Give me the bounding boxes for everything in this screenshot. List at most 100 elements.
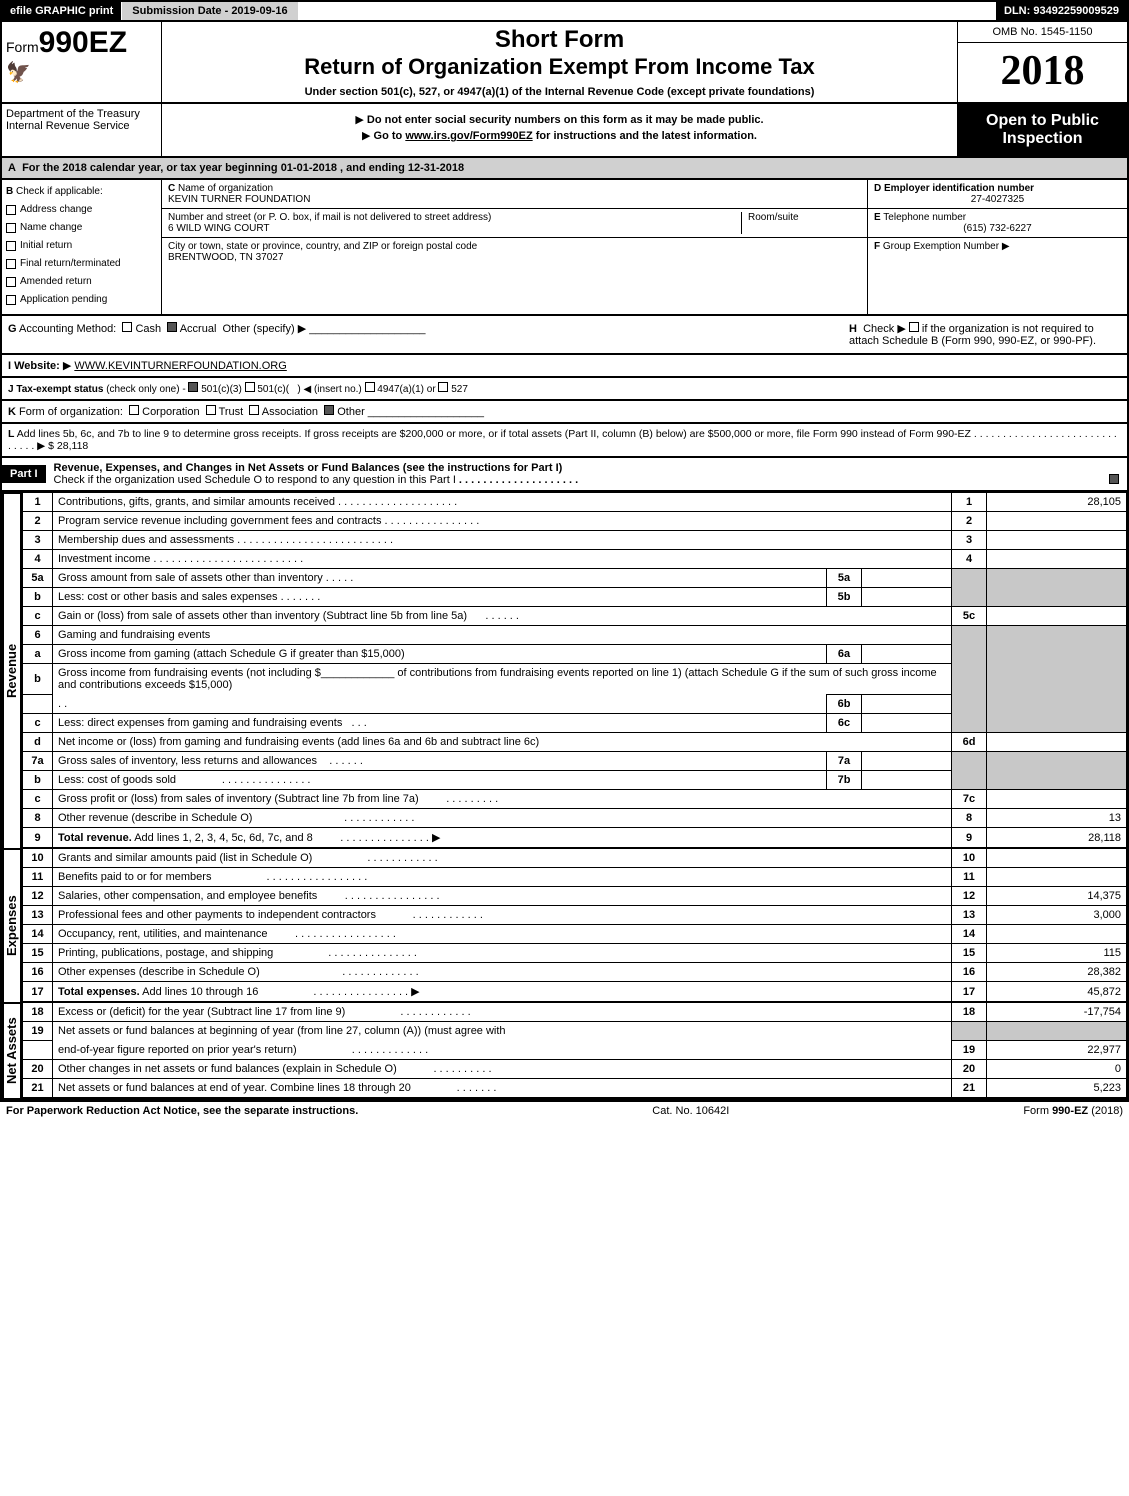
line-amount: 3,000 xyxy=(987,906,1127,925)
cb-label: Name change xyxy=(20,220,82,236)
open-public-badge: Open to Public Inspection xyxy=(957,104,1127,156)
line-10: 10Grants and similar amounts paid (list … xyxy=(23,849,1127,868)
line-18: 18Excess or (deficit) for the year (Subt… xyxy=(23,1003,1127,1022)
line-box: 7c xyxy=(952,790,987,809)
inner-box: 5b xyxy=(827,588,862,607)
line-16: 16Other expenses (describe in Schedule O… xyxy=(23,963,1127,982)
line-box: 3 xyxy=(952,531,987,550)
revenue-section: Revenue 1 Contributions, gifts, grants, a… xyxy=(0,492,1129,848)
line-desc: Professional fees and other payments to … xyxy=(58,909,376,921)
line-desc: Salaries, other compensation, and employ… xyxy=(58,890,317,902)
final-return-checkbox[interactable] xyxy=(6,259,16,269)
line-19b: end-of-year figure reported on prior yea… xyxy=(23,1041,1127,1060)
line-amount: 5,223 xyxy=(987,1079,1127,1098)
header-center: Short Form Return of Organization Exempt… xyxy=(162,22,957,102)
line-amount: 22,977 xyxy=(987,1041,1127,1060)
line-num: 12 xyxy=(23,887,53,906)
form-header: Form990EZ 🦅 Short Form Return of Organiz… xyxy=(0,22,1129,104)
schedule-o-checkbox[interactable] xyxy=(1109,474,1119,484)
submission-date: Submission Date - 2019-09-16 xyxy=(122,2,297,20)
top-bar: efile GRAPHIC print Submission Date - 20… xyxy=(0,0,1129,22)
cash-label: Cash xyxy=(135,323,161,335)
line-num: 9 xyxy=(23,828,53,848)
line-9: 9Total revenue. Add lines 1, 2, 3, 4, 5c… xyxy=(23,828,1127,848)
main-info-block: B Check if applicable: Address change Na… xyxy=(0,180,1129,316)
line-8: 8Other revenue (describe in Schedule O) … xyxy=(23,809,1127,828)
line-12: 12 Salaries, other compensation, and empl… xyxy=(23,887,1127,906)
inner-box: 6a xyxy=(827,645,862,664)
accrual-label: Accrual xyxy=(180,323,217,335)
inner-box: 6c xyxy=(827,714,862,733)
amended-return-checkbox[interactable] xyxy=(6,277,16,287)
line-amount xyxy=(987,607,1127,626)
line-amount: 28,382 xyxy=(987,963,1127,982)
line-num: 4 xyxy=(23,550,53,569)
cb-label: Final return/terminated xyxy=(20,256,121,272)
city-label: City or town, state or province, country… xyxy=(168,241,477,252)
initial-return-checkbox[interactable] xyxy=(6,241,16,251)
address-label: Number and street (or P. O. box, if mail… xyxy=(168,212,491,223)
line-amount: 0 xyxy=(987,1060,1127,1079)
line-box: 14 xyxy=(952,925,987,944)
line-desc: Net assets or fund balances at end of ye… xyxy=(58,1082,411,1094)
section-h: H Check ▶ if the organization is not req… xyxy=(841,322,1121,347)
name-change-checkbox[interactable] xyxy=(6,223,16,233)
website-url[interactable]: WWW.KEVINTURNERFOUNDATION.ORG xyxy=(74,360,286,372)
section-l-text: Add lines 5b, 6c, and 7b to line 9 to de… xyxy=(17,428,971,440)
open-public-text: Open to Public xyxy=(962,112,1123,130)
line-num: 17 xyxy=(23,982,53,1002)
line-amount: 28,118 xyxy=(987,828,1127,848)
address-change-checkbox[interactable] xyxy=(6,205,16,215)
inner-box: 6b xyxy=(827,695,862,714)
line-21: 21Net assets or fund balances at end of … xyxy=(23,1079,1127,1098)
section-k-row: K Form of organization: Corporation Trus… xyxy=(0,401,1129,424)
irs-url-link[interactable]: www.irs.gov/Form990EZ xyxy=(405,130,532,142)
name-of-org-label: Name of organization xyxy=(178,183,273,194)
inner-box: 7b xyxy=(827,771,862,790)
line-num: 15 xyxy=(23,944,53,963)
cash-checkbox[interactable] xyxy=(122,322,132,332)
line-box: 1 xyxy=(952,493,987,512)
line-box: 19 xyxy=(952,1041,987,1060)
part1-check-text: Check if the organization used Schedule … xyxy=(54,474,456,486)
line-amount: 14,375 xyxy=(987,887,1127,906)
revenue-table: 1 Contributions, gifts, grants, and simil… xyxy=(22,492,1127,848)
4947-checkbox[interactable] xyxy=(365,382,375,392)
line-amount: 45,872 xyxy=(987,982,1127,1002)
line-5c: cGain or (loss) from sale of assets othe… xyxy=(23,607,1127,626)
line-5a: 5aGross amount from sale of assets other… xyxy=(23,569,1127,588)
line-desc: Investment income xyxy=(58,553,150,565)
other-checkbox[interactable] xyxy=(324,405,334,415)
line-amount: 115 xyxy=(987,944,1127,963)
line-7a: 7aGross sales of inventory, less returns… xyxy=(23,752,1127,771)
trust-checkbox[interactable] xyxy=(206,405,216,415)
line-desc: Printing, publications, postage, and shi… xyxy=(58,947,273,959)
line-desc: Gross sales of inventory, less returns a… xyxy=(58,755,317,767)
501c-checkbox[interactable] xyxy=(245,382,255,392)
section-c-label: C xyxy=(168,183,175,194)
omb-number: OMB No. 1545-1150 xyxy=(958,22,1127,43)
line-num: 20 xyxy=(23,1060,53,1079)
section-a-pre: For the 2018 calendar year, or tax year … xyxy=(22,162,281,174)
line-desc: Gross income from gaming (attach Schedul… xyxy=(58,648,405,660)
part1-title-text: Revenue, Expenses, and Changes in Net As… xyxy=(54,462,563,474)
line-desc: Occupancy, rent, utilities, and maintena… xyxy=(58,928,268,940)
irs-eagle-icon: 🦅 xyxy=(6,60,157,85)
527-checkbox[interactable] xyxy=(438,382,448,392)
line-desc: Contributions, gifts, grants, and simila… xyxy=(58,496,335,508)
inner-box: 5a xyxy=(827,569,862,588)
line-4: 4Investment income . . . . . . . . . . .… xyxy=(23,550,1127,569)
revenue-side-label: Revenue xyxy=(2,492,22,848)
application-pending-checkbox[interactable] xyxy=(6,295,16,305)
corp-checkbox[interactable] xyxy=(129,405,139,415)
line-amount xyxy=(987,550,1127,569)
accounting-method-label: Accounting Method: xyxy=(19,323,116,335)
accrual-checkbox[interactable] xyxy=(167,322,177,332)
efile-print-button[interactable]: efile GRAPHIC print xyxy=(2,2,122,20)
schedule-b-checkbox[interactable] xyxy=(909,322,919,332)
topbar-left: efile GRAPHIC print Submission Date - 20… xyxy=(2,2,298,20)
cb-label: Application pending xyxy=(20,292,107,308)
assoc-checkbox[interactable] xyxy=(249,405,259,415)
ssn-warning: Do not enter social security numbers on … xyxy=(367,114,764,126)
501c3-checkbox[interactable] xyxy=(188,382,198,392)
